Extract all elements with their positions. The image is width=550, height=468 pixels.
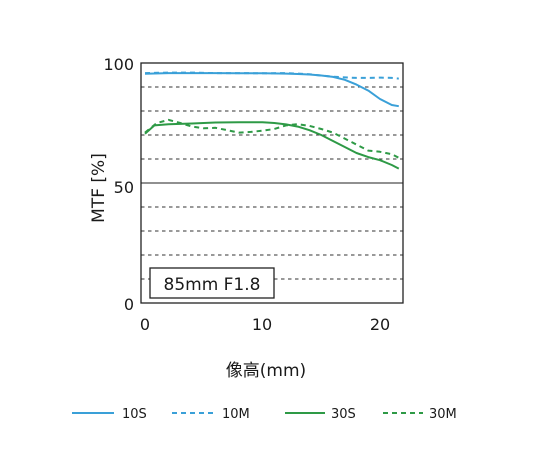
legend-label-30S: 30S xyxy=(331,407,356,422)
y-tick-50: 50 xyxy=(114,178,134,197)
series-line-30M xyxy=(144,118,400,159)
lens-annotation-frame xyxy=(149,267,275,299)
series-line-30S xyxy=(144,121,400,170)
lens-annotation-text: 85mm F1.8 xyxy=(164,275,261,295)
plot-area xyxy=(140,62,404,304)
x-tick-20: 20 xyxy=(370,315,390,334)
x-tick-0: 0 xyxy=(140,315,150,334)
series-lines xyxy=(144,71,400,170)
y-tick-100: 100 xyxy=(103,55,134,74)
y-tick-labels: 100 50 0 xyxy=(103,55,134,314)
legend-label-30M: 30M xyxy=(429,407,457,422)
grid-lines xyxy=(141,86,403,280)
x-tick-labels: 0 10 20 xyxy=(140,315,390,334)
series-line-10S xyxy=(144,72,399,108)
legend: 10S 10M 30S 30M xyxy=(72,407,457,422)
series-line-10M xyxy=(144,71,399,80)
lens-annotation-box: 85mm F1.8 xyxy=(149,267,275,299)
y-axis-title: MTF [%] xyxy=(89,153,109,223)
legend-label-10S: 10S xyxy=(122,407,147,422)
y-tick-0: 0 xyxy=(124,295,134,314)
x-tick-10: 10 xyxy=(252,315,272,334)
legend-label-10M: 10M xyxy=(222,407,250,422)
x-axis-title: 像高(mm) xyxy=(226,361,306,381)
